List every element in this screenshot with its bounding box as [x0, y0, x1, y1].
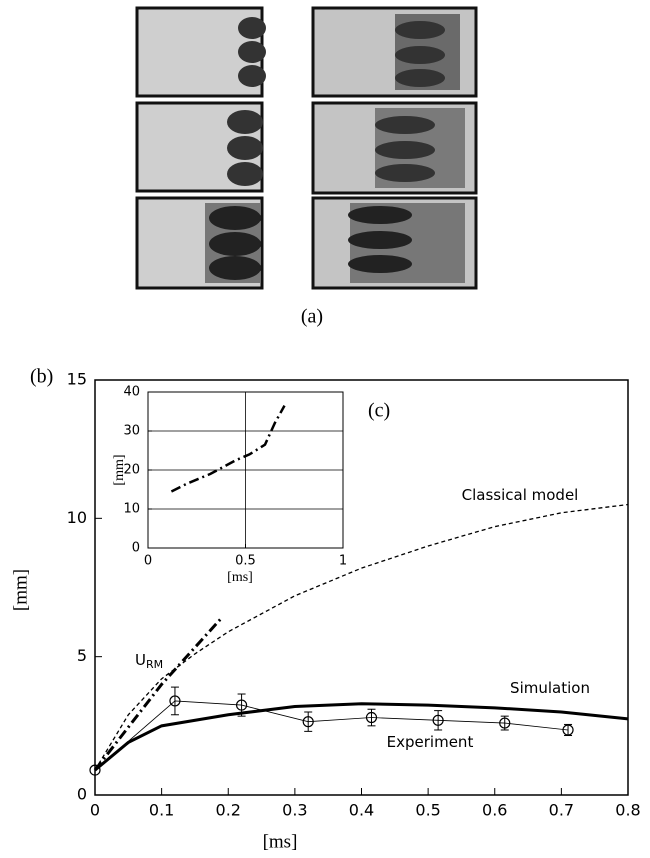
error-bar — [170, 686, 179, 716]
plot-frame — [94, 379, 629, 796]
x-axis-label: [ms] — [263, 831, 298, 852]
x-tick-label: 0.7 — [549, 801, 574, 820]
x-tick-label: 0.3 — [282, 801, 307, 820]
line — [170, 405, 286, 493]
photo — [311, 101, 478, 195]
line — [94, 503, 629, 771]
x-tick-label: 0 — [90, 801, 100, 820]
panel-label: (b) — [30, 366, 53, 388]
marker — [499, 717, 511, 729]
photo — [311, 6, 478, 98]
error-bar — [434, 710, 443, 731]
x-tick-label: 1 — [339, 554, 347, 569]
series-label: Experiment — [387, 733, 474, 751]
y-tick-label: 0 — [132, 541, 140, 556]
y-tick-label: 10 — [123, 502, 140, 517]
marker — [432, 714, 444, 726]
panel-label: (a) — [301, 306, 323, 328]
x-tick-label: 0 — [144, 554, 152, 569]
series-label: URM — [135, 651, 163, 672]
y-axis-label: [mm] — [112, 454, 127, 485]
series-label: Classical model — [462, 486, 579, 504]
x-tick-label: 0.5 — [415, 801, 440, 820]
series-name: Experiment — [387, 733, 474, 751]
x-tick-label: 0.2 — [216, 801, 241, 820]
y-tick-label: 30 — [123, 424, 140, 439]
y-tick-label: 20 — [123, 463, 140, 478]
y-tick-label: 5 — [77, 646, 87, 665]
y-tick-label: 10 — [67, 508, 87, 527]
marker — [235, 699, 248, 711]
marker — [365, 711, 378, 724]
y-tick-label: 40 — [123, 385, 140, 400]
marker — [562, 724, 574, 736]
marker — [302, 716, 314, 728]
series-name: Simulation — [510, 679, 590, 697]
x-tick-label: 0.1 — [149, 801, 174, 820]
x-tick-label: 0.6 — [482, 801, 507, 820]
marker — [89, 764, 101, 776]
series-label: Simulation — [510, 679, 590, 697]
error-bar — [304, 711, 313, 732]
line — [94, 702, 629, 772]
image-panel: (a) — [135, 6, 478, 328]
photo — [135, 6, 266, 98]
x-axis-label: [ms] — [227, 570, 253, 585]
series-name-sub: RM — [146, 658, 163, 671]
series-name: U — [135, 651, 146, 669]
plot-frame — [147, 391, 344, 549]
y-tick-label: 0 — [77, 785, 87, 804]
x-tick-label: 0.4 — [349, 801, 374, 820]
x-tick-label: 0.5 — [235, 554, 256, 569]
series-name: Classical model — [462, 486, 579, 504]
line — [94, 700, 569, 771]
photo — [135, 196, 264, 290]
y-axis-label: [mm] — [10, 569, 31, 611]
error-bar — [237, 693, 246, 717]
photo — [311, 196, 478, 290]
panel-label: (c) — [368, 400, 390, 422]
chart: 0 0.1 0.2 0.3 0.4 0.5 0.6 0.7 0.8051015(b)[ms][m… — [10, 366, 640, 853]
y-tick-label: 15 — [67, 370, 87, 389]
x-tick-label: 0.8 — [615, 801, 640, 820]
marker — [169, 695, 181, 707]
line — [93, 616, 223, 772]
photo — [135, 101, 264, 193]
